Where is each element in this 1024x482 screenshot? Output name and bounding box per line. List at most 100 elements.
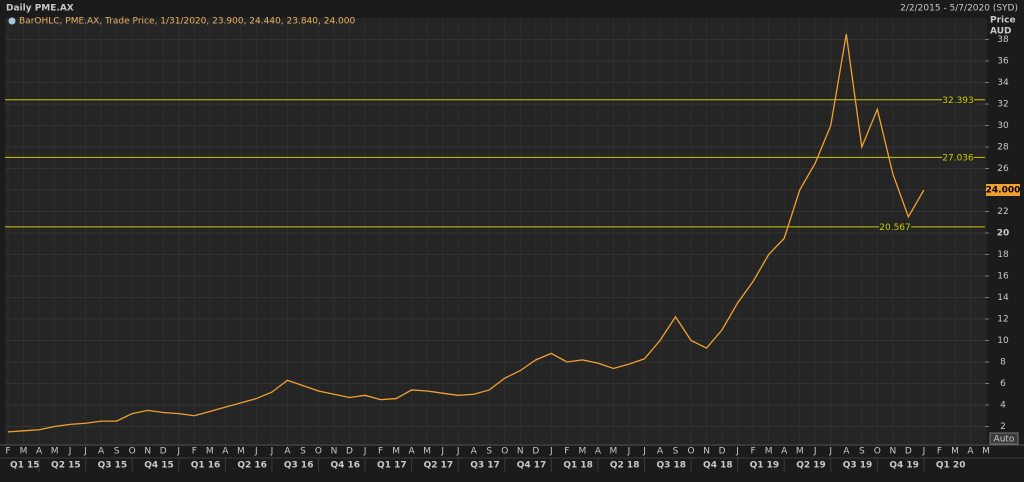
x-tick-label: J	[254, 447, 258, 457]
x-tick-label: O	[874, 447, 881, 457]
y-tick-label: 30	[997, 121, 1009, 131]
x-tick-label: J	[828, 447, 832, 457]
x-tick-label: A	[781, 447, 788, 457]
plot-area	[5, 18, 985, 444]
x-tick-label: M	[423, 447, 431, 457]
x-tick-label: F	[378, 447, 383, 457]
x-tick-label: N	[144, 447, 151, 457]
level-label-bg	[942, 94, 974, 105]
quarter-label: Q3 19	[843, 461, 873, 471]
x-tick-label: S	[300, 447, 306, 457]
x-tick-label: A	[409, 447, 416, 457]
y-tick-label: 14	[997, 293, 1009, 303]
x-tick-label: O	[501, 447, 508, 457]
x-tick-label: M	[392, 447, 400, 457]
date-range: 2/2/2015 - 5/7/2020 (SYD)	[900, 4, 1018, 14]
x-tick-label: S	[486, 447, 492, 457]
quarter-label: Q3 16	[284, 461, 314, 471]
x-tick-label: M	[578, 447, 586, 457]
x-tick-label: J	[735, 447, 739, 457]
x-tick-label: A	[595, 447, 602, 457]
chart-title: Daily PME.AX	[6, 4, 74, 14]
quarter-label: Q3 15	[98, 461, 128, 471]
y-tick-label: 26	[997, 164, 1009, 174]
quarter-label: Q4 15	[144, 461, 174, 471]
x-tick-label: J	[549, 447, 553, 457]
x-tick-label: A	[222, 447, 229, 457]
level-label: 27.036	[942, 153, 974, 163]
y-axis-label: AUD	[990, 27, 1011, 37]
x-tick-label: S	[673, 447, 679, 457]
y-tick-label: 2	[1000, 422, 1006, 432]
x-tick-label: N	[331, 447, 338, 457]
quarter-label: Q2 17	[424, 461, 454, 471]
x-tick-label: J	[83, 447, 87, 457]
quarter-label: Q1 16	[191, 461, 221, 471]
price-line	[7, 34, 925, 433]
x-tick-label: M	[796, 447, 804, 457]
price-tag-label: 24.000	[986, 186, 1021, 196]
quarter-label: Q3 17	[470, 461, 500, 471]
x-tick-label: F	[937, 447, 942, 457]
level-label-bg	[942, 152, 974, 163]
quarter-label: Q4 18	[703, 461, 733, 471]
x-tick-label: A	[657, 447, 664, 457]
x-tick-label: M	[206, 447, 214, 457]
legend-icon[interactable]	[8, 17, 16, 25]
x-tick-label: N	[703, 447, 710, 457]
auto-button[interactable]	[989, 432, 1019, 445]
legend-text: BarOHLC, PME.AX, Trade Price, 1/31/2020,…	[19, 17, 355, 27]
x-tick-label: M	[951, 447, 959, 457]
y-tick-label: 6	[1000, 379, 1006, 389]
x-tick-label: J	[176, 447, 180, 457]
x-tick-label: M	[982, 447, 990, 457]
quarter-label: Q2 16	[237, 461, 267, 471]
y-tick-label: 8	[1000, 358, 1006, 368]
y-tick-label: 18	[997, 250, 1009, 260]
x-tick-label: J	[270, 447, 274, 457]
y-tick-label: 28	[997, 143, 1009, 153]
quarter-label: Q4 16	[330, 461, 360, 471]
level-label: 32.393	[942, 96, 974, 106]
y-axis-label: Price	[990, 16, 1016, 26]
x-tick-label: D	[905, 447, 912, 457]
x-tick-label: J	[922, 447, 926, 457]
x-tick-label: S	[114, 447, 120, 457]
x-tick-label: F	[192, 447, 197, 457]
x-tick-label: N	[889, 447, 896, 457]
x-tick-label: A	[471, 447, 478, 457]
y-tick-label: 36	[997, 57, 1009, 67]
x-tick-label: J	[440, 447, 444, 457]
quarter-label: Q1 20	[936, 461, 966, 471]
x-tick-label: S	[859, 447, 865, 457]
y-tick-label: 20	[997, 229, 1010, 239]
y-tick-label: 4	[1000, 401, 1006, 411]
x-tick-label: N	[517, 447, 524, 457]
quarter-label: Q2 18	[610, 461, 640, 471]
quarter-label: Q4 19	[889, 461, 919, 471]
x-tick-label: J	[813, 447, 817, 457]
quarter-label: Q1 15	[10, 461, 40, 471]
y-tick-label: 16	[997, 272, 1009, 282]
x-tick-label: F	[564, 447, 569, 457]
x-tick-label: M	[237, 447, 245, 457]
x-tick-label: F	[5, 447, 10, 457]
x-tick-label: O	[129, 447, 136, 457]
x-tick-label: D	[532, 447, 539, 457]
x-tick-label: J	[456, 447, 460, 457]
x-tick-label: A	[36, 447, 43, 457]
x-tick-label: O	[688, 447, 695, 457]
y-tick-label: 34	[997, 78, 1009, 88]
x-tick-label: M	[51, 447, 59, 457]
quarter-label: Q1 18	[563, 461, 593, 471]
x-tick-label: F	[751, 447, 756, 457]
y-tick-label: 22	[997, 207, 1008, 217]
x-tick-label: J	[627, 447, 631, 457]
x-tick-label: A	[98, 447, 105, 457]
y-tick-label: 10	[997, 336, 1009, 346]
auto-button-label: Auto	[994, 435, 1015, 445]
x-tick-label: D	[719, 447, 726, 457]
y-tick-label: 32	[997, 100, 1008, 110]
quarter-label: Q2 15	[51, 461, 81, 471]
